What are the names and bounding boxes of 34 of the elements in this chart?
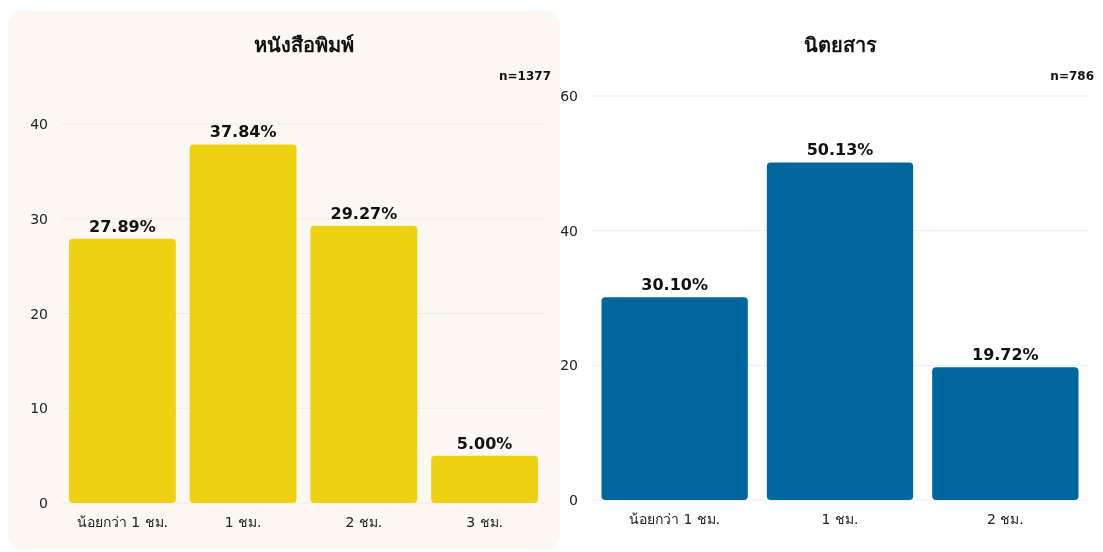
- y-tick-label: 20: [30, 305, 48, 322]
- bar: [189, 144, 297, 503]
- y-tick-label: 40: [30, 116, 48, 132]
- data-label: 5.00%: [456, 433, 513, 453]
- bar: [310, 225, 418, 503]
- data-label: 30.10%: [641, 275, 708, 295]
- data-label: 27.89%: [89, 216, 156, 236]
- x-tick-label: 2 ชม.: [345, 514, 383, 530]
- chart-title: นิตยสาร: [803, 33, 877, 57]
- y-tick-label: 20: [560, 357, 578, 374]
- bar: [431, 455, 539, 503]
- x-tick-label: 1 ชม.: [821, 511, 859, 527]
- chart-title: หนังสือพิมพ์: [253, 33, 354, 57]
- data-label: 37.84%: [209, 122, 277, 142]
- y-tick-label: 40: [560, 222, 578, 239]
- x-tick-label: 2 ชม.: [986, 511, 1024, 527]
- y-tick-label: 60: [560, 88, 578, 104]
- x-tick-label: 3 ชม.: [466, 514, 504, 530]
- x-tick-label: น้อยกว่า 1 ชม.: [629, 511, 721, 527]
- bar: [68, 238, 176, 503]
- data-label: 29.27%: [330, 203, 398, 223]
- y-tick-label: 0: [569, 492, 578, 508]
- text: n=1377: [499, 69, 551, 83]
- x-tick-label: 1 ชม.: [224, 514, 262, 530]
- data-label: 50.13%: [806, 140, 874, 160]
- bar: [932, 367, 1079, 500]
- text: n=786: [1050, 69, 1094, 83]
- y-tick-label: 30: [30, 210, 48, 227]
- x-tick-label: น้อยกว่า 1 ชม.: [76, 514, 169, 530]
- y-tick-label: 10: [30, 400, 48, 417]
- data-label: 19.72%: [972, 345, 1039, 365]
- bar: [766, 162, 914, 500]
- bar: [601, 297, 748, 500]
- y-tick-label: 0: [39, 495, 48, 511]
